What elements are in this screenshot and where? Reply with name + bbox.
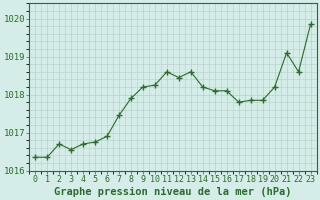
X-axis label: Graphe pression niveau de la mer (hPa): Graphe pression niveau de la mer (hPa) <box>54 186 292 197</box>
